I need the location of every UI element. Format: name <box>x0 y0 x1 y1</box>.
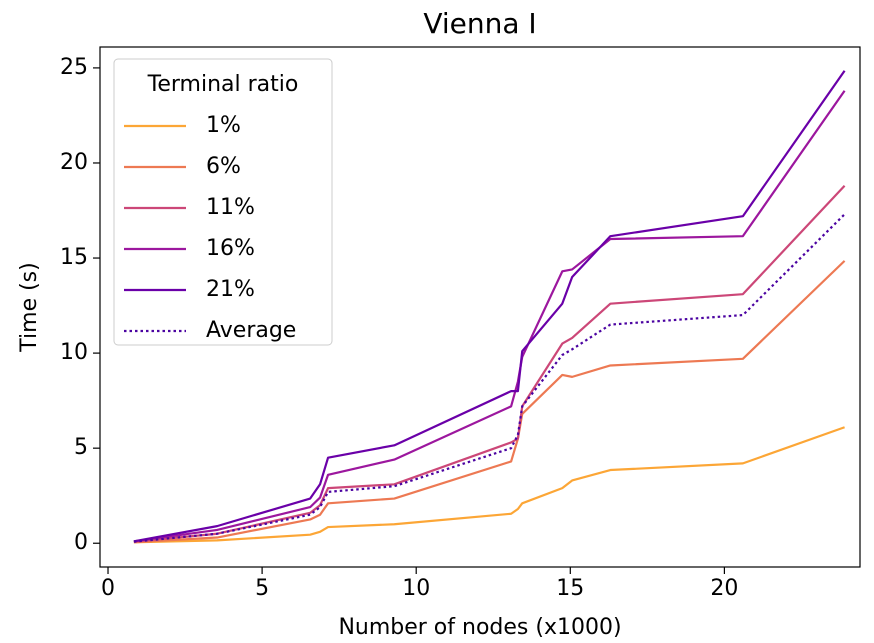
legend-label: Average <box>206 318 296 343</box>
y-tick-label: 15 <box>60 245 88 270</box>
y-tick-label: 5 <box>74 435 88 460</box>
line <box>133 213 846 543</box>
chart-title: Vienna I <box>423 7 536 40</box>
y-tick-label: 25 <box>60 55 88 80</box>
line <box>133 70 846 543</box>
line <box>133 426 845 544</box>
x-tick-label: 0 <box>101 576 115 601</box>
legend-label: 1% <box>206 113 241 138</box>
x-axis-label: Number of nodes (x1000) <box>338 615 621 640</box>
line <box>133 185 846 543</box>
legend-label: 11% <box>206 195 255 220</box>
legend-box <box>113 58 333 346</box>
y-tick-label: 0 <box>74 530 88 555</box>
line <box>133 260 846 544</box>
legend-title: Terminal ratio <box>147 72 299 97</box>
x-tick-label: 15 <box>556 576 584 601</box>
legend-label: 16% <box>206 236 255 261</box>
x-tick-label: 20 <box>710 576 738 601</box>
x-tick-label: 5 <box>255 576 269 601</box>
legend-label: 6% <box>206 154 241 179</box>
plot-frame <box>99 46 861 568</box>
legend-label: 21% <box>206 277 255 302</box>
y-tick-label: 10 <box>60 340 88 365</box>
y-tick-label: 20 <box>60 150 88 175</box>
y-axis-label: Time (s) <box>17 262 42 352</box>
x-tick-label: 10 <box>402 576 430 601</box>
